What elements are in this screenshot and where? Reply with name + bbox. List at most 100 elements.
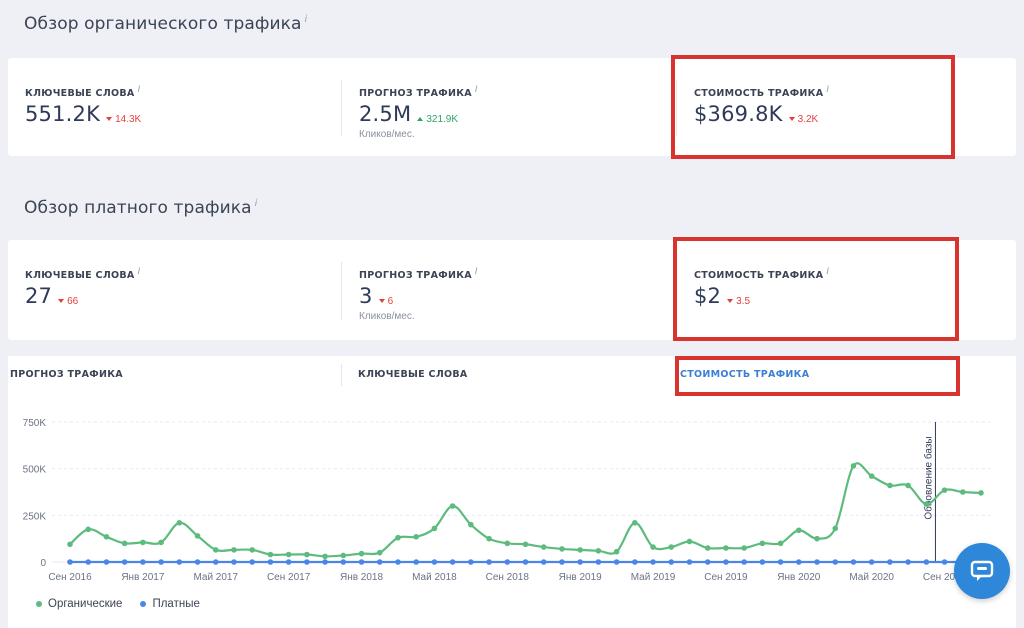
tab-keywords[interactable]: КЛЮЧЕВЫЕ СЛОВА <box>358 369 468 380</box>
data-point <box>668 559 675 565</box>
data-point <box>285 551 292 558</box>
data-point <box>194 559 201 565</box>
data-point <box>212 559 219 565</box>
data-point <box>103 559 110 565</box>
data-point <box>613 559 620 565</box>
data-point <box>905 482 911 489</box>
data-point <box>650 544 656 550</box>
data-point <box>67 541 73 548</box>
delta-down: 14.3K <box>106 114 141 125</box>
info-icon[interactable]: i <box>826 267 830 277</box>
data-point <box>504 559 511 565</box>
data-point <box>212 547 219 553</box>
data-point <box>449 559 456 565</box>
tab-traffic-cost[interactable]: СТОИМОСТЬ ТРАФИКА <box>680 369 810 380</box>
divider <box>341 262 342 320</box>
paid-title-text: Обзор платного трафика <box>24 198 252 218</box>
data-point <box>431 559 438 565</box>
metric-value: 551.2K <box>25 102 101 127</box>
paid-keywords-metric: КЛЮЧЕВЫЕ СЛОВА i 27 66 <box>25 267 141 308</box>
data-point <box>67 559 73 565</box>
data-point <box>832 559 839 565</box>
data-point <box>249 559 255 565</box>
data-point <box>704 559 711 565</box>
paid-cost-metric: СТОИМОСТЬ ТРАФИКА i $2 3.5 <box>694 267 829 308</box>
data-point <box>723 545 729 551</box>
organic-keywords-metric: КЛЮЧЕВЫЕ СЛОВА i 551.2K 14.3K <box>25 85 141 126</box>
data-point <box>868 559 875 565</box>
metric-label: КЛЮЧЕВЫЕ СЛОВА i <box>25 267 141 282</box>
info-icon[interactable]: i <box>254 198 258 210</box>
x-tick-label: Сен 2016 <box>48 572 92 583</box>
data-point <box>231 559 237 565</box>
data-point <box>887 482 893 489</box>
data-point <box>632 559 638 565</box>
metric-label: КЛЮЧЕВЫЕ СЛОВА i <box>25 85 141 100</box>
info-icon[interactable]: i <box>304 14 308 26</box>
data-point <box>304 559 310 565</box>
data-point <box>449 503 456 509</box>
data-point <box>741 545 747 551</box>
data-point <box>577 559 583 565</box>
legend-item-organic[interactable]: Органические <box>36 598 122 610</box>
tab-divider <box>341 364 342 386</box>
metric-label: СТОИМОСТЬ ТРАФИКА i <box>694 267 830 282</box>
data-point <box>613 548 620 555</box>
organic-traffic-metric: ПРОГНОЗ ТРАФИКА i 2.5M 321.9K Кликов/мес. <box>359 85 478 140</box>
organic-metrics-card: КЛЮЧЕВЫЕ СЛОВА i 551.2K 14.3K ПРОГНОЗ ТРА… <box>8 58 1016 156</box>
x-tick-label: Сен 2018 <box>486 572 530 583</box>
info-icon[interactable]: i <box>826 85 830 95</box>
data-point <box>85 559 92 565</box>
data-point <box>796 527 802 534</box>
data-point <box>85 526 92 533</box>
divider <box>676 80 677 136</box>
metric-value: 3 <box>359 284 373 309</box>
tab-traffic-forecast[interactable]: ПРОГНОЗ ТРАФИКА <box>10 369 123 380</box>
data-point <box>413 559 419 565</box>
arrow-up-icon <box>417 117 424 122</box>
highlight-box-cost-tab <box>675 356 960 396</box>
metric-label: ПРОГНОЗ ТРАФИКА i <box>359 85 478 100</box>
data-point <box>231 547 237 553</box>
delta-down: 3.2K <box>788 114 818 125</box>
metric-sub: Кликов/мес. <box>359 311 415 323</box>
metric-sub: Кликов/мес. <box>359 129 415 141</box>
data-point <box>759 540 766 547</box>
paid-section-title: Обзор платного трафика i <box>24 198 258 218</box>
data-point <box>376 559 383 565</box>
chat-button[interactable] <box>954 543 1010 599</box>
legend-item-paid[interactable]: Платные <box>140 598 200 610</box>
chart-card: ПРОГНОЗ ТРАФИКА КЛЮЧЕВЫЕ СЛОВА СТОИМОСТЬ… <box>8 356 1016 628</box>
data-point <box>158 539 164 546</box>
data-point <box>522 541 529 548</box>
data-point <box>340 559 347 565</box>
info-icon[interactable]: i <box>474 85 478 95</box>
data-point <box>905 559 911 565</box>
arrow-down-icon <box>106 117 113 122</box>
data-point <box>650 559 656 565</box>
data-point <box>595 548 602 554</box>
data-point <box>559 559 565 565</box>
data-point <box>595 559 602 565</box>
data-point <box>267 559 274 565</box>
data-point <box>759 559 766 565</box>
metric-value: $2 <box>694 284 722 309</box>
data-point <box>140 559 146 565</box>
metric-value: 2.5M <box>359 102 412 127</box>
data-point <box>704 545 711 551</box>
y-tick-label: 500K <box>23 465 47 476</box>
info-icon[interactable]: i <box>137 267 141 277</box>
data-point <box>340 552 347 559</box>
info-icon[interactable]: i <box>474 267 478 277</box>
info-icon[interactable]: i <box>137 85 141 95</box>
data-point <box>777 559 784 565</box>
arrow-down-icon <box>58 299 65 304</box>
data-point <box>686 559 693 565</box>
data-point <box>850 463 857 469</box>
x-tick-label: Май 2018 <box>412 572 457 583</box>
data-point <box>850 559 857 565</box>
delta-up: 321.9K <box>417 114 458 125</box>
paid-metrics-card: КЛЮЧЕВЫЕ СЛОВА i 27 66 ПРОГНОЗ ТРАФИКА i 3… <box>8 240 1016 340</box>
y-tick-label: 250K <box>23 511 47 522</box>
highlight-box-paid-cost <box>673 237 959 341</box>
